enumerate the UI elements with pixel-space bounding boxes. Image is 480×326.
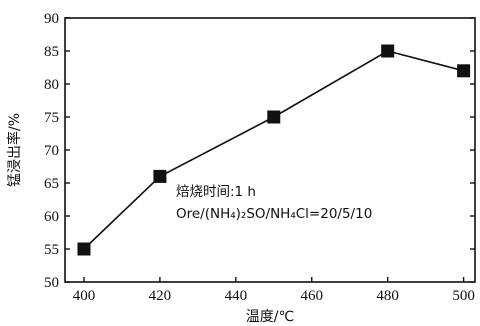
data-point-marker	[267, 110, 281, 124]
x-tick-label: 440	[225, 288, 248, 304]
annotation-roasting-time: 焙烧时间:1 h	[176, 184, 256, 200]
y-tick-label: 70	[44, 143, 59, 159]
y-tick-label: 80	[44, 77, 59, 93]
y-tick-label: 55	[44, 242, 59, 258]
data-point-marker	[153, 169, 167, 183]
y-axis-title: 锰浸出率/%	[6, 113, 23, 187]
x-tick-label: 480	[376, 288, 399, 304]
y-tick-label: 75	[44, 110, 59, 126]
y-tick-label: 90	[44, 11, 59, 27]
x-axis-title: 温度/℃	[246, 309, 294, 325]
y-tick-label: 60	[44, 209, 59, 225]
data-point-marker	[77, 242, 91, 256]
x-tick-label: 460	[301, 288, 324, 304]
x-tick-label: 400	[73, 288, 96, 304]
x-axis-ticks: 400 420 440 460 480 500	[73, 277, 475, 304]
data-point-marker	[381, 44, 395, 58]
data-point-marker	[457, 64, 471, 78]
y-tick-label: 85	[44, 44, 59, 60]
y-tick-label: 50	[44, 275, 59, 291]
x-tick-label: 420	[149, 288, 172, 304]
series-layer	[77, 44, 471, 256]
x-tick-label: 500	[452, 288, 475, 304]
y-tick-label: 65	[44, 176, 59, 192]
y-axis-ticks: 50 55 60 65 70 75 80 85 90	[44, 11, 475, 291]
annotation-ratio: Ore/(NH₄)₂SO/NH₄Cl=20/5/10	[176, 206, 372, 222]
